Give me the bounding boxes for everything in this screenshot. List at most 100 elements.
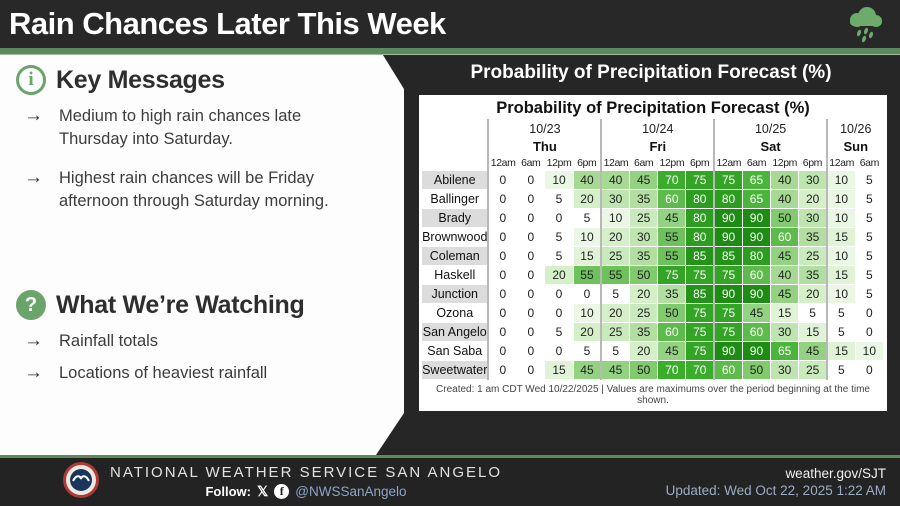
- pop-value-cell: 5: [544, 246, 574, 266]
- facebook-icon: f: [274, 484, 290, 499]
- pop-value-cell: 10: [573, 303, 602, 323]
- pop-value-cell: 45: [657, 341, 687, 361]
- pop-value-cell: 65: [770, 341, 800, 361]
- pop-value-cell: 80: [685, 208, 715, 228]
- time-header: 6am: [521, 157, 541, 169]
- pop-value-cell: 75: [713, 322, 743, 342]
- table-row: San Saba 0 0 0 5 5 20 45 75 90 90 65 45 15 10: [422, 341, 885, 361]
- pop-value-cell: 5: [826, 360, 856, 380]
- pop-value-cell: 30: [798, 171, 828, 190]
- time-header: 6am: [859, 157, 880, 169]
- watching-title: What We’re Watching: [56, 290, 305, 319]
- day-header: Sat: [713, 138, 828, 155]
- pop-value-cell: 45: [742, 303, 772, 323]
- pop-value-cell: 0: [516, 227, 546, 247]
- pop-value-cell: 35: [629, 322, 659, 342]
- table-row: San Angelo 0 0 5 20 25 35 60 75 75 60 30 15 5 0: [422, 322, 885, 342]
- pop-value-cell: 5: [544, 189, 574, 209]
- pop-value-cell: 15: [826, 227, 856, 247]
- pop-value-cell: 0: [487, 246, 518, 266]
- pop-value-cell: 10: [826, 284, 856, 304]
- pop-value-cell: 50: [770, 208, 800, 228]
- table-footnote: Created: 1 am CDT Wed 10/22/2025 | Value…: [436, 384, 870, 406]
- panel-title: Probability of Precipitation Forecast (%…: [470, 62, 832, 83]
- pop-value-cell: 5: [600, 284, 631, 304]
- precip-table-card: Probability of Precipitation Forecast (%…: [419, 95, 887, 411]
- pop-value-cell: 0: [487, 322, 518, 342]
- pop-value-cell: 10: [826, 189, 856, 209]
- pop-value-cell: 5: [573, 208, 602, 228]
- pop-value-cell: 25: [798, 360, 828, 380]
- header-divider: [0, 48, 900, 55]
- pop-value-cell: 15: [826, 265, 856, 285]
- follow-label: Follow:: [205, 484, 251, 499]
- pop-value-cell: 35: [629, 246, 659, 266]
- pop-value-cell: 75: [713, 171, 743, 190]
- pop-value-cell: 35: [657, 284, 687, 304]
- pop-value-cell: 0: [516, 171, 546, 190]
- pop-value-cell: 75: [685, 322, 715, 342]
- arrow-bullet-icon: →: [24, 362, 43, 383]
- time-header: 12am: [600, 155, 630, 171]
- key-messages-list: → Medium to high rain chances late Thursd…: [0, 105, 380, 213]
- time-header: 6am: [746, 157, 767, 169]
- pop-value-cell: 15: [770, 303, 800, 323]
- date-header: 10/25: [713, 119, 828, 138]
- pop-value-cell: 90: [742, 284, 772, 304]
- bullet-text: Locations of heaviest rainfall: [59, 364, 268, 382]
- watching-section: ? What We’re Watching → Rainfall totals → L…: [0, 290, 380, 394]
- pop-value-cell: 0: [487, 360, 518, 380]
- pop-value-cell: 5: [855, 189, 885, 209]
- table-corner: [422, 119, 488, 171]
- pop-value-cell: 10: [600, 208, 631, 228]
- table-row: Haskell 0 0 20 55 55 50 75 75 75 60 40 35 15 5: [422, 265, 885, 285]
- pop-value-cell: 0: [544, 303, 574, 323]
- pop-value-cell: 5: [855, 284, 885, 304]
- pop-value-cell: 0: [544, 284, 574, 304]
- x-twitter-icon: 𝕏: [256, 483, 269, 499]
- rain-cloud-icon: [844, 5, 888, 45]
- pop-value-cell: 30: [770, 360, 800, 380]
- pop-value-cell: 60: [742, 265, 772, 285]
- watching-list: → Rainfall totals → Locations of heaviest r…: [0, 330, 380, 385]
- pop-value-cell: 30: [770, 322, 800, 342]
- footer-org: NATIONAL WEATHER SERVICE SAN ANGELO: [110, 464, 503, 481]
- pop-value-cell: 0: [487, 341, 518, 361]
- time-header: 6pm: [577, 157, 597, 169]
- pop-value-cell: 55: [600, 265, 631, 285]
- pop-value-cell: 35: [629, 189, 659, 209]
- time-header: 6pm: [802, 157, 823, 169]
- table-row: Coleman 0 0 5 15 25 35 55 85 85 80 45 25 10 5: [422, 246, 885, 266]
- pop-value-cell: 0: [516, 246, 546, 266]
- pop-value-cell: 55: [573, 265, 602, 285]
- pop-value-cell: 45: [770, 246, 800, 266]
- pop-value-cell: 50: [742, 360, 772, 380]
- pop-value-cell: 10: [826, 171, 856, 190]
- pop-value-cell: 5: [544, 227, 574, 247]
- day-header: Thu: [487, 138, 602, 155]
- pop-value-cell: 80: [742, 246, 772, 266]
- pop-value-cell: 15: [826, 341, 856, 361]
- pop-value-cell: 5: [826, 303, 856, 323]
- bullet-text: Highest rain chances will be Friday afte…: [59, 169, 329, 210]
- pop-value-cell: 60: [742, 322, 772, 342]
- pop-value-cell: 35: [798, 227, 828, 247]
- footer-bar: NATIONAL WEATHER SERVICE SAN ANGELO Foll…: [0, 458, 900, 506]
- pop-value-cell: 0: [573, 284, 602, 304]
- pop-value-cell: 0: [487, 265, 518, 285]
- pop-value-cell: 20: [573, 322, 602, 342]
- time-header: 12am: [713, 155, 743, 171]
- pop-value-cell: 60: [770, 227, 800, 247]
- time-header: 12pm: [772, 157, 798, 169]
- pop-value-cell: 50: [629, 360, 659, 380]
- pop-value-cell: 5: [573, 341, 602, 361]
- pop-value-cell: 0: [516, 208, 546, 228]
- pop-value-cell: 10: [855, 341, 885, 361]
- pop-value-cell: 20: [573, 189, 602, 209]
- pop-value-cell: 0: [516, 303, 546, 323]
- arrow-bullet-icon: →: [24, 330, 43, 351]
- key-messages-section: i Key Messages → Medium to high rain chan…: [0, 65, 380, 229]
- pop-value-cell: 60: [657, 322, 687, 342]
- pop-value-cell: 0: [516, 360, 546, 380]
- pop-value-cell: 20: [629, 341, 659, 361]
